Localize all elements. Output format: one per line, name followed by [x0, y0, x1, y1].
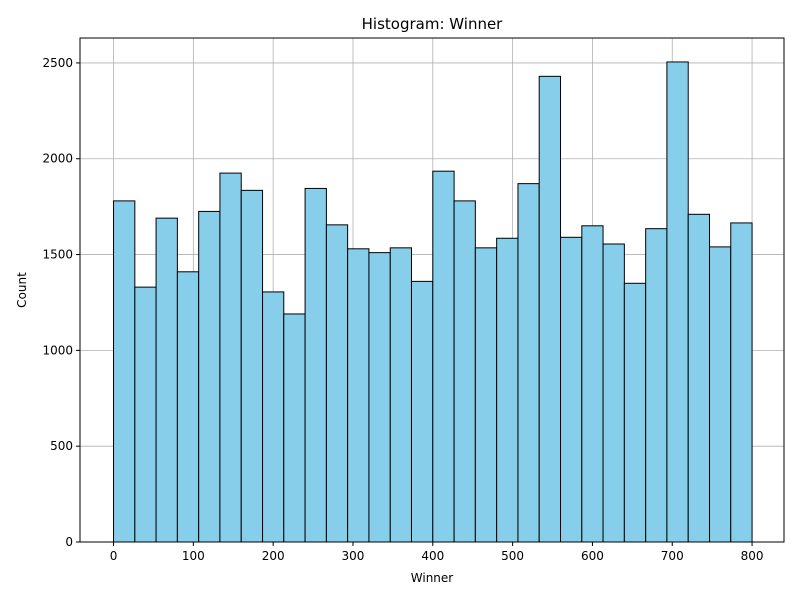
histogram-bar: [240, 189, 264, 543]
chart-title: Histogram: Winner: [362, 15, 504, 33]
x-tick-label: 600: [581, 549, 604, 563]
histogram-bar: [602, 243, 625, 543]
histogram-bar: [198, 210, 221, 543]
histogram-bar: [432, 170, 455, 543]
histogram-bar: [176, 271, 200, 543]
x-tick-label: 200: [262, 549, 285, 563]
histogram-bar: [347, 248, 370, 543]
histogram-bar: [538, 75, 562, 543]
x-tick-label: 400: [421, 549, 444, 563]
axes: [79, 37, 785, 543]
histogram-bar: [325, 224, 349, 543]
x-tick-label: 300: [342, 549, 365, 563]
histogram-bar: [389, 247, 412, 543]
x-tick-label: 100: [182, 549, 205, 563]
histogram-bar: [113, 200, 136, 543]
histogram-bar: [517, 183, 540, 543]
histogram-bar: [304, 187, 327, 543]
y-tick-label: 2000: [42, 152, 73, 166]
histogram-bar: [368, 252, 391, 543]
y-tick-label: 1000: [42, 343, 73, 357]
histogram-bar: [709, 246, 732, 543]
x-tick-label: 0: [110, 549, 118, 563]
histogram-bar: [687, 213, 711, 543]
y-tick-label: 1500: [42, 248, 73, 262]
x-tick-label: 700: [661, 549, 684, 563]
plot-frame: [79, 37, 785, 543]
x-axis-label: Winner: [411, 571, 454, 585]
y-axis-label: Count: [15, 272, 29, 308]
histogram-bar: [645, 228, 668, 543]
histogram-bar: [560, 236, 583, 543]
histogram-bars: [113, 61, 753, 543]
histogram-bar: [410, 280, 434, 543]
histogram-bar: [219, 172, 242, 543]
x-tick-label: 800: [741, 549, 764, 563]
y-tick-label: 0: [65, 535, 73, 549]
histogram-bar: [496, 237, 519, 543]
y-tick-label: 2500: [42, 56, 73, 70]
x-tick-label: 500: [501, 549, 524, 563]
tick-marks: 0 100 200 300 400 500 600 700 800 0 500 1000 1500 200…: [42, 56, 763, 563]
histogram-bar: [730, 222, 753, 543]
histogram-bar: [623, 282, 647, 543]
histogram-bar: [134, 286, 157, 543]
y-tick-label: 500: [50, 439, 73, 453]
histogram-bar: [581, 225, 604, 543]
histogram-bar: [453, 200, 476, 543]
histogram-bar: [666, 61, 689, 543]
histogram-bar: [262, 291, 285, 543]
histogram-bar: [283, 313, 306, 543]
histogram-bar: [155, 217, 178, 543]
histogram-bar: [474, 247, 498, 543]
